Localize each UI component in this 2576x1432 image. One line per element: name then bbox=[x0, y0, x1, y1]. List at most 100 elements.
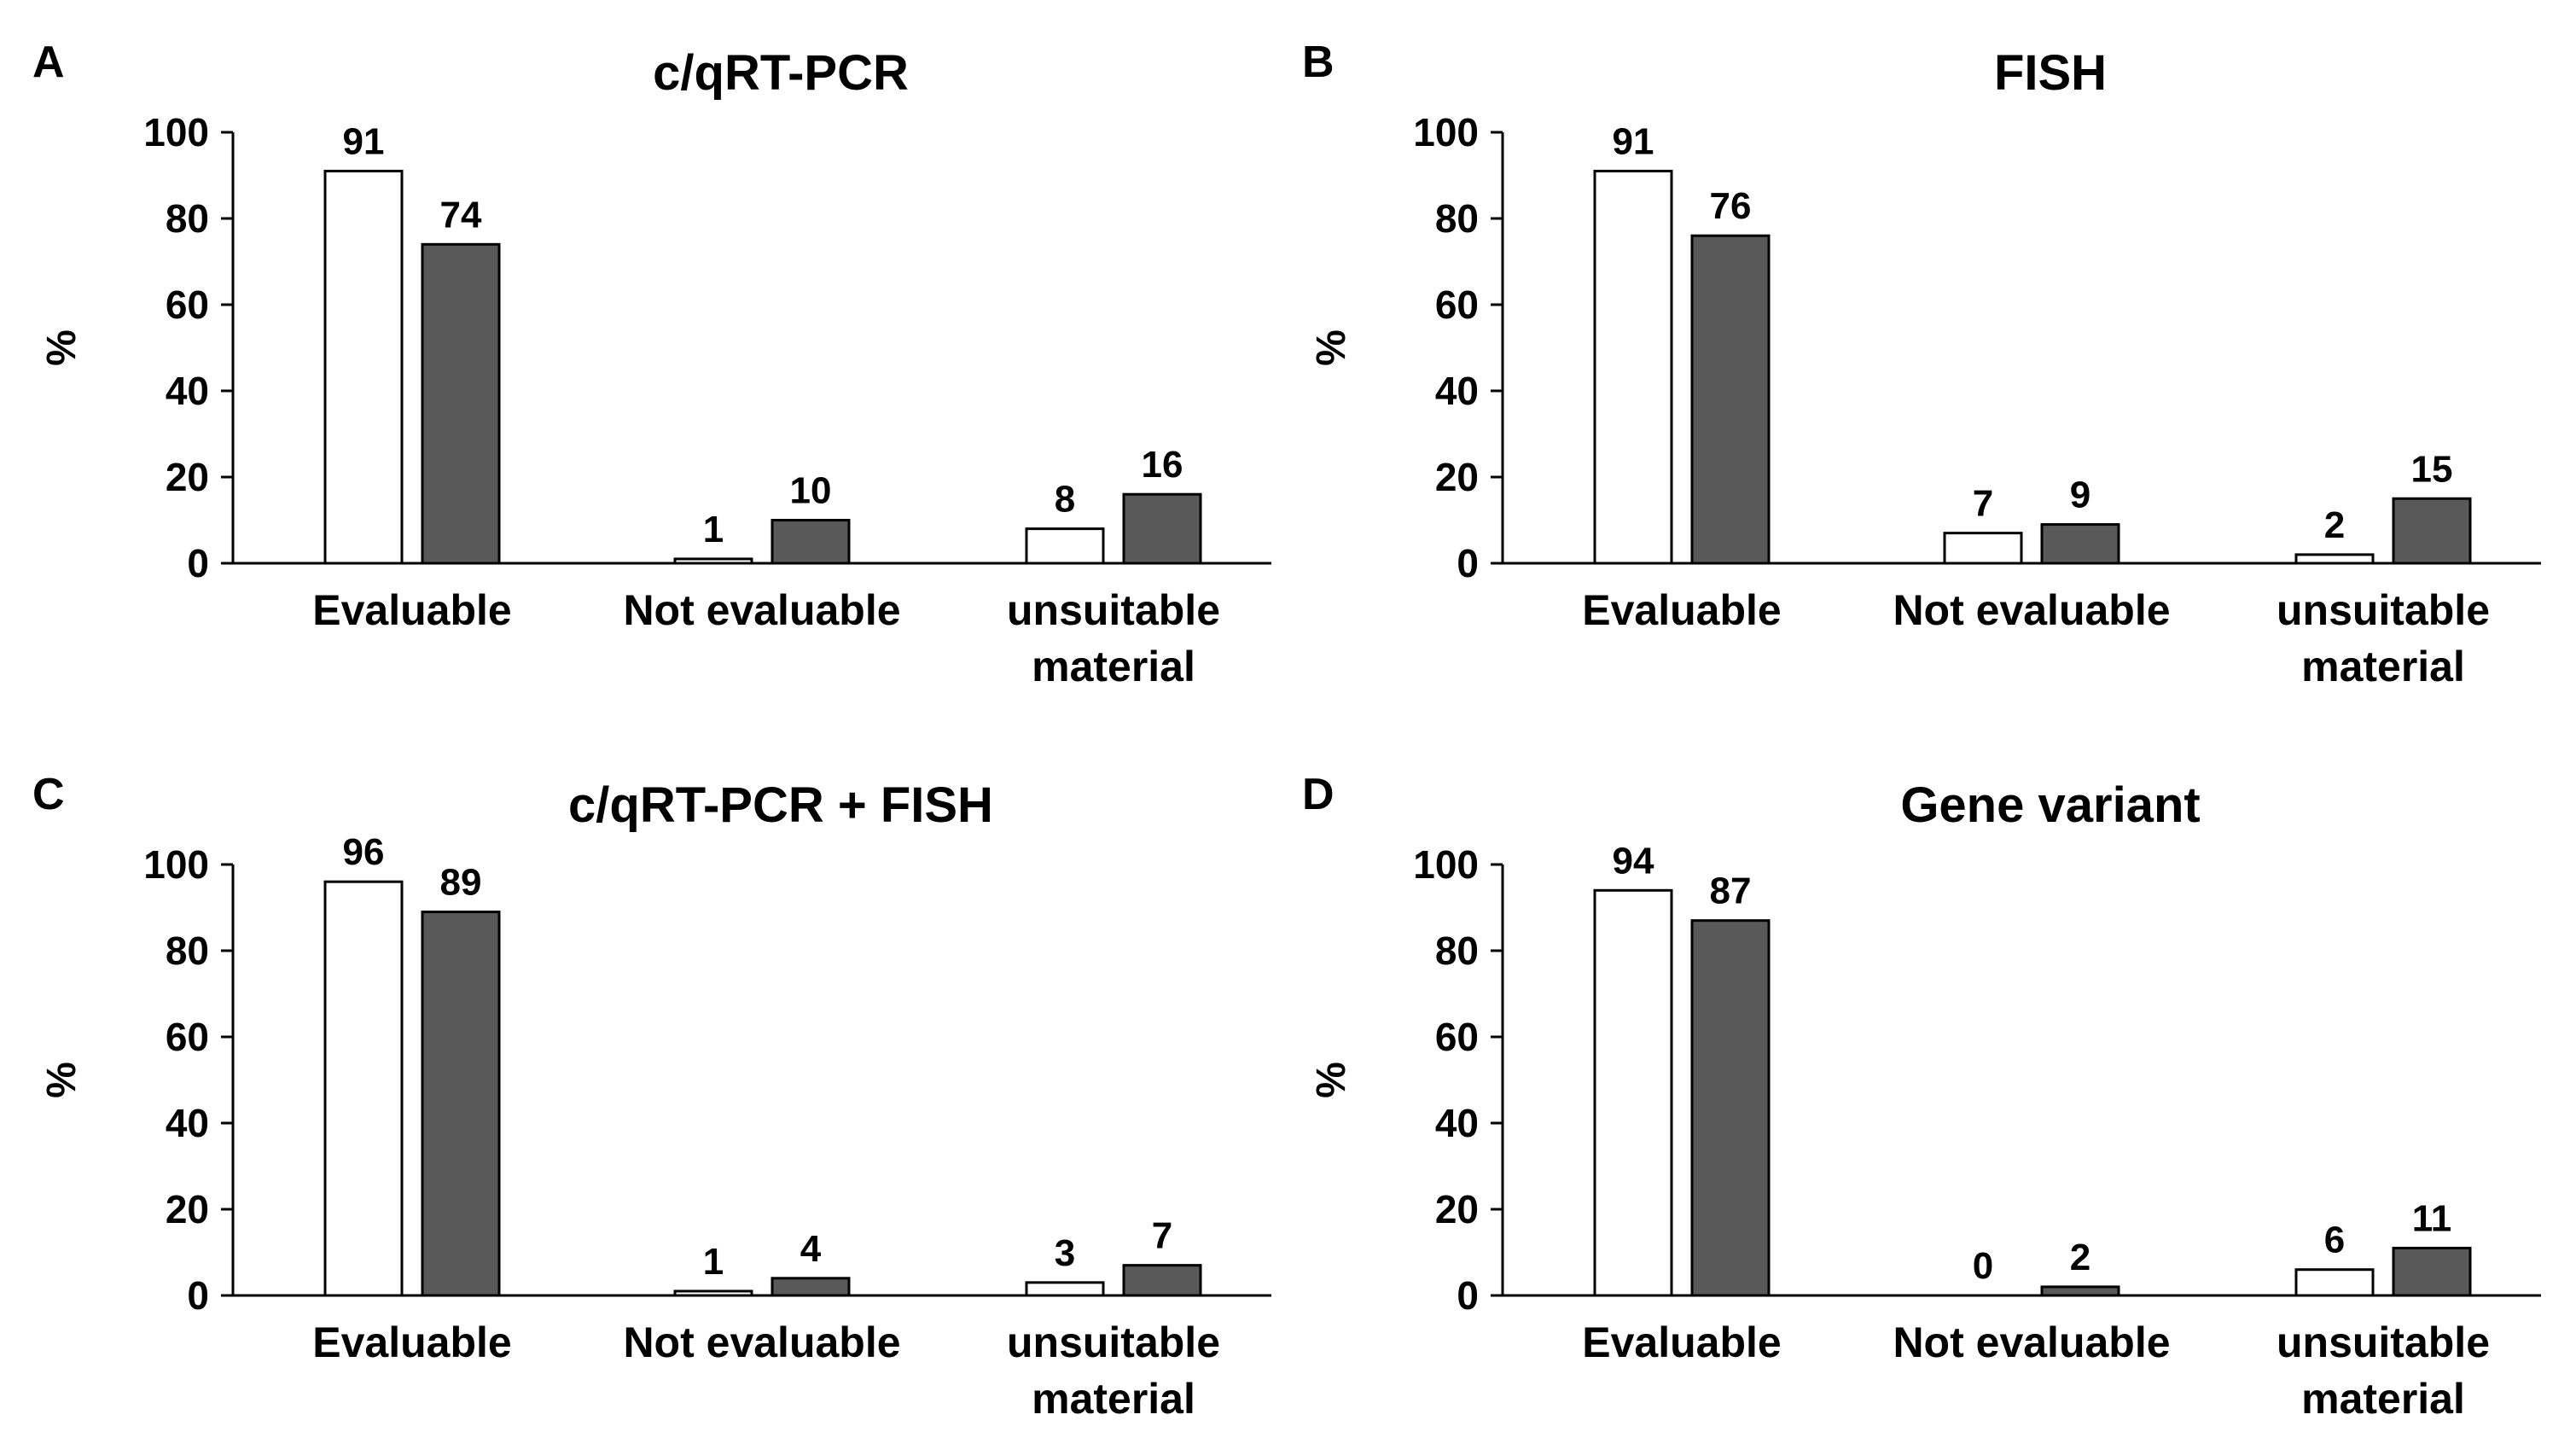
panel-letter: A bbox=[32, 38, 65, 87]
bar-value-label: 7 bbox=[1152, 1215, 1172, 1257]
bar-white-not-evaluable bbox=[673, 557, 753, 565]
y-tick-label: 20 bbox=[166, 1187, 209, 1231]
bar-value-label: 3 bbox=[1055, 1232, 1075, 1274]
chart-panel-b: B FISH% 0 20 40 60 80 100 91 76 Evaluable 7 9 Not eva… bbox=[1302, 38, 2541, 690]
bar-dark-evaluable bbox=[1690, 919, 1771, 1297]
x-category-label: Evaluable bbox=[1582, 1318, 1781, 1366]
bar-dark-not-evaluable bbox=[2040, 1285, 2120, 1297]
bar-value-label: 91 bbox=[1613, 120, 1654, 162]
y-tick-label: 0 bbox=[187, 541, 209, 585]
bar-value-label: 6 bbox=[2324, 1220, 2345, 1261]
chart-title: FISH bbox=[1994, 45, 2107, 101]
y-tick-label: 100 bbox=[1413, 842, 1479, 887]
y-axis-title: % bbox=[1309, 329, 1354, 366]
y-tick-label: 60 bbox=[166, 1015, 209, 1059]
y-tick-label: 60 bbox=[1435, 1015, 1479, 1059]
y-tick-label: 0 bbox=[187, 1273, 209, 1318]
panel-letter: D bbox=[1302, 770, 1335, 819]
bar-value-label: 2 bbox=[2324, 504, 2345, 546]
bar-value-label: 87 bbox=[1710, 870, 1752, 912]
y-axis-title: % bbox=[39, 329, 84, 366]
x-category-label: unsuitable material bbox=[1007, 1318, 1220, 1423]
bar-value-label: 1 bbox=[703, 509, 724, 550]
bar-white-unsuitable-material bbox=[2294, 1268, 2375, 1297]
bar-dark-unsuitable-material bbox=[2392, 497, 2472, 565]
chart-title: c/qRT-PCR bbox=[653, 45, 909, 101]
bar-value-label: 96 bbox=[343, 831, 385, 873]
x-category-label: Not evaluable bbox=[623, 1318, 900, 1366]
bar-white-evaluable bbox=[1593, 888, 1673, 1297]
bar-value-label: 4 bbox=[800, 1228, 822, 1270]
y-tick-label: 80 bbox=[166, 928, 209, 973]
x-category-label: Not evaluable bbox=[1893, 1318, 2170, 1366]
bar-value-label: 16 bbox=[1142, 444, 1183, 486]
bar-white-evaluable bbox=[323, 169, 404, 565]
bar-white-not-evaluable bbox=[673, 1289, 753, 1297]
bar-dark-unsuitable-material bbox=[1122, 1264, 1202, 1297]
bar-dark-not-evaluable bbox=[2040, 523, 2120, 565]
y-tick-label: 100 bbox=[143, 842, 209, 887]
y-tick-label: 20 bbox=[1435, 455, 1479, 499]
chart-panel-d: D Gene variant% 0 20 40 60 80 100 94 87 Evaluable 0… bbox=[1302, 770, 2541, 1423]
bar-value-label: 9 bbox=[2070, 474, 2090, 516]
y-tick-label: 20 bbox=[166, 455, 209, 499]
bar-white-unsuitable-material bbox=[1025, 1281, 1105, 1297]
y-tick-label: 20 bbox=[1435, 1187, 1479, 1231]
panel-letter: B bbox=[1302, 38, 1335, 87]
y-tick-label: 80 bbox=[1435, 196, 1479, 241]
y-tick-label: 0 bbox=[1457, 541, 1479, 585]
chart-title: Gene variant bbox=[1900, 777, 2200, 833]
bar-white-evaluable bbox=[1593, 169, 1673, 565]
bar-value-label: 10 bbox=[790, 470, 832, 512]
y-tick-label: 100 bbox=[1413, 110, 1479, 154]
y-axis-title: % bbox=[39, 1062, 84, 1098]
x-category-label: unsuitable material bbox=[2277, 1318, 2490, 1423]
x-category-label: unsuitable material bbox=[2277, 586, 2490, 690]
bar-dark-evaluable bbox=[421, 242, 501, 565]
x-category-label: Not evaluable bbox=[623, 586, 900, 634]
bar-value-label: 11 bbox=[2412, 1197, 2452, 1239]
x-category-label: Not evaluable bbox=[1893, 586, 2170, 634]
bar-dark-not-evaluable bbox=[770, 519, 851, 565]
y-tick-label: 60 bbox=[1435, 282, 1479, 327]
x-category-label: unsuitable material bbox=[1007, 586, 1220, 690]
bar-dark-evaluable bbox=[1690, 234, 1771, 565]
bar-dark-unsuitable-material bbox=[2392, 1246, 2472, 1297]
bar-value-label: 76 bbox=[1710, 185, 1752, 227]
bar-value-label: 0 bbox=[1973, 1245, 1993, 1287]
y-tick-label: 60 bbox=[166, 282, 209, 327]
y-axis-title: % bbox=[1309, 1062, 1354, 1098]
bar-white-unsuitable-material bbox=[1025, 527, 1105, 565]
bar-white-not-evaluable bbox=[1943, 532, 2023, 565]
bar-white-evaluable bbox=[323, 880, 404, 1297]
x-category-label: Evaluable bbox=[1582, 586, 1781, 634]
bar-white-unsuitable-material bbox=[2294, 553, 2375, 565]
y-tick-label: 100 bbox=[143, 110, 209, 154]
x-category-label: Evaluable bbox=[312, 586, 511, 634]
chart-title: c/qRT-PCR + FISH bbox=[568, 777, 993, 833]
y-tick-label: 40 bbox=[1435, 1101, 1479, 1145]
bar-value-label: 8 bbox=[1055, 479, 1075, 521]
y-tick-label: 40 bbox=[166, 1101, 209, 1145]
y-tick-label: 80 bbox=[166, 196, 209, 241]
bar-value-label: 89 bbox=[440, 862, 482, 904]
bar-dark-not-evaluable bbox=[770, 1277, 851, 1297]
bar-value-label: 7 bbox=[1973, 483, 1993, 525]
bar-dark-unsuitable-material bbox=[1122, 492, 1202, 565]
bar-value-label: 91 bbox=[343, 120, 385, 162]
y-tick-label: 80 bbox=[1435, 928, 1479, 973]
panel-letter: C bbox=[32, 770, 65, 819]
y-tick-label: 0 bbox=[1457, 1273, 1479, 1318]
bar-dark-evaluable bbox=[421, 911, 501, 1297]
bar-value-label: 2 bbox=[2070, 1237, 2090, 1278]
y-tick-label: 40 bbox=[166, 369, 209, 413]
bar-value-label: 15 bbox=[2411, 448, 2453, 490]
y-tick-label: 40 bbox=[1435, 369, 1479, 413]
x-category-label: Evaluable bbox=[312, 1318, 511, 1366]
bar-value-label: 94 bbox=[1613, 840, 1654, 882]
bar-value-label: 1 bbox=[703, 1241, 724, 1283]
bar-value-label: 74 bbox=[440, 194, 482, 236]
